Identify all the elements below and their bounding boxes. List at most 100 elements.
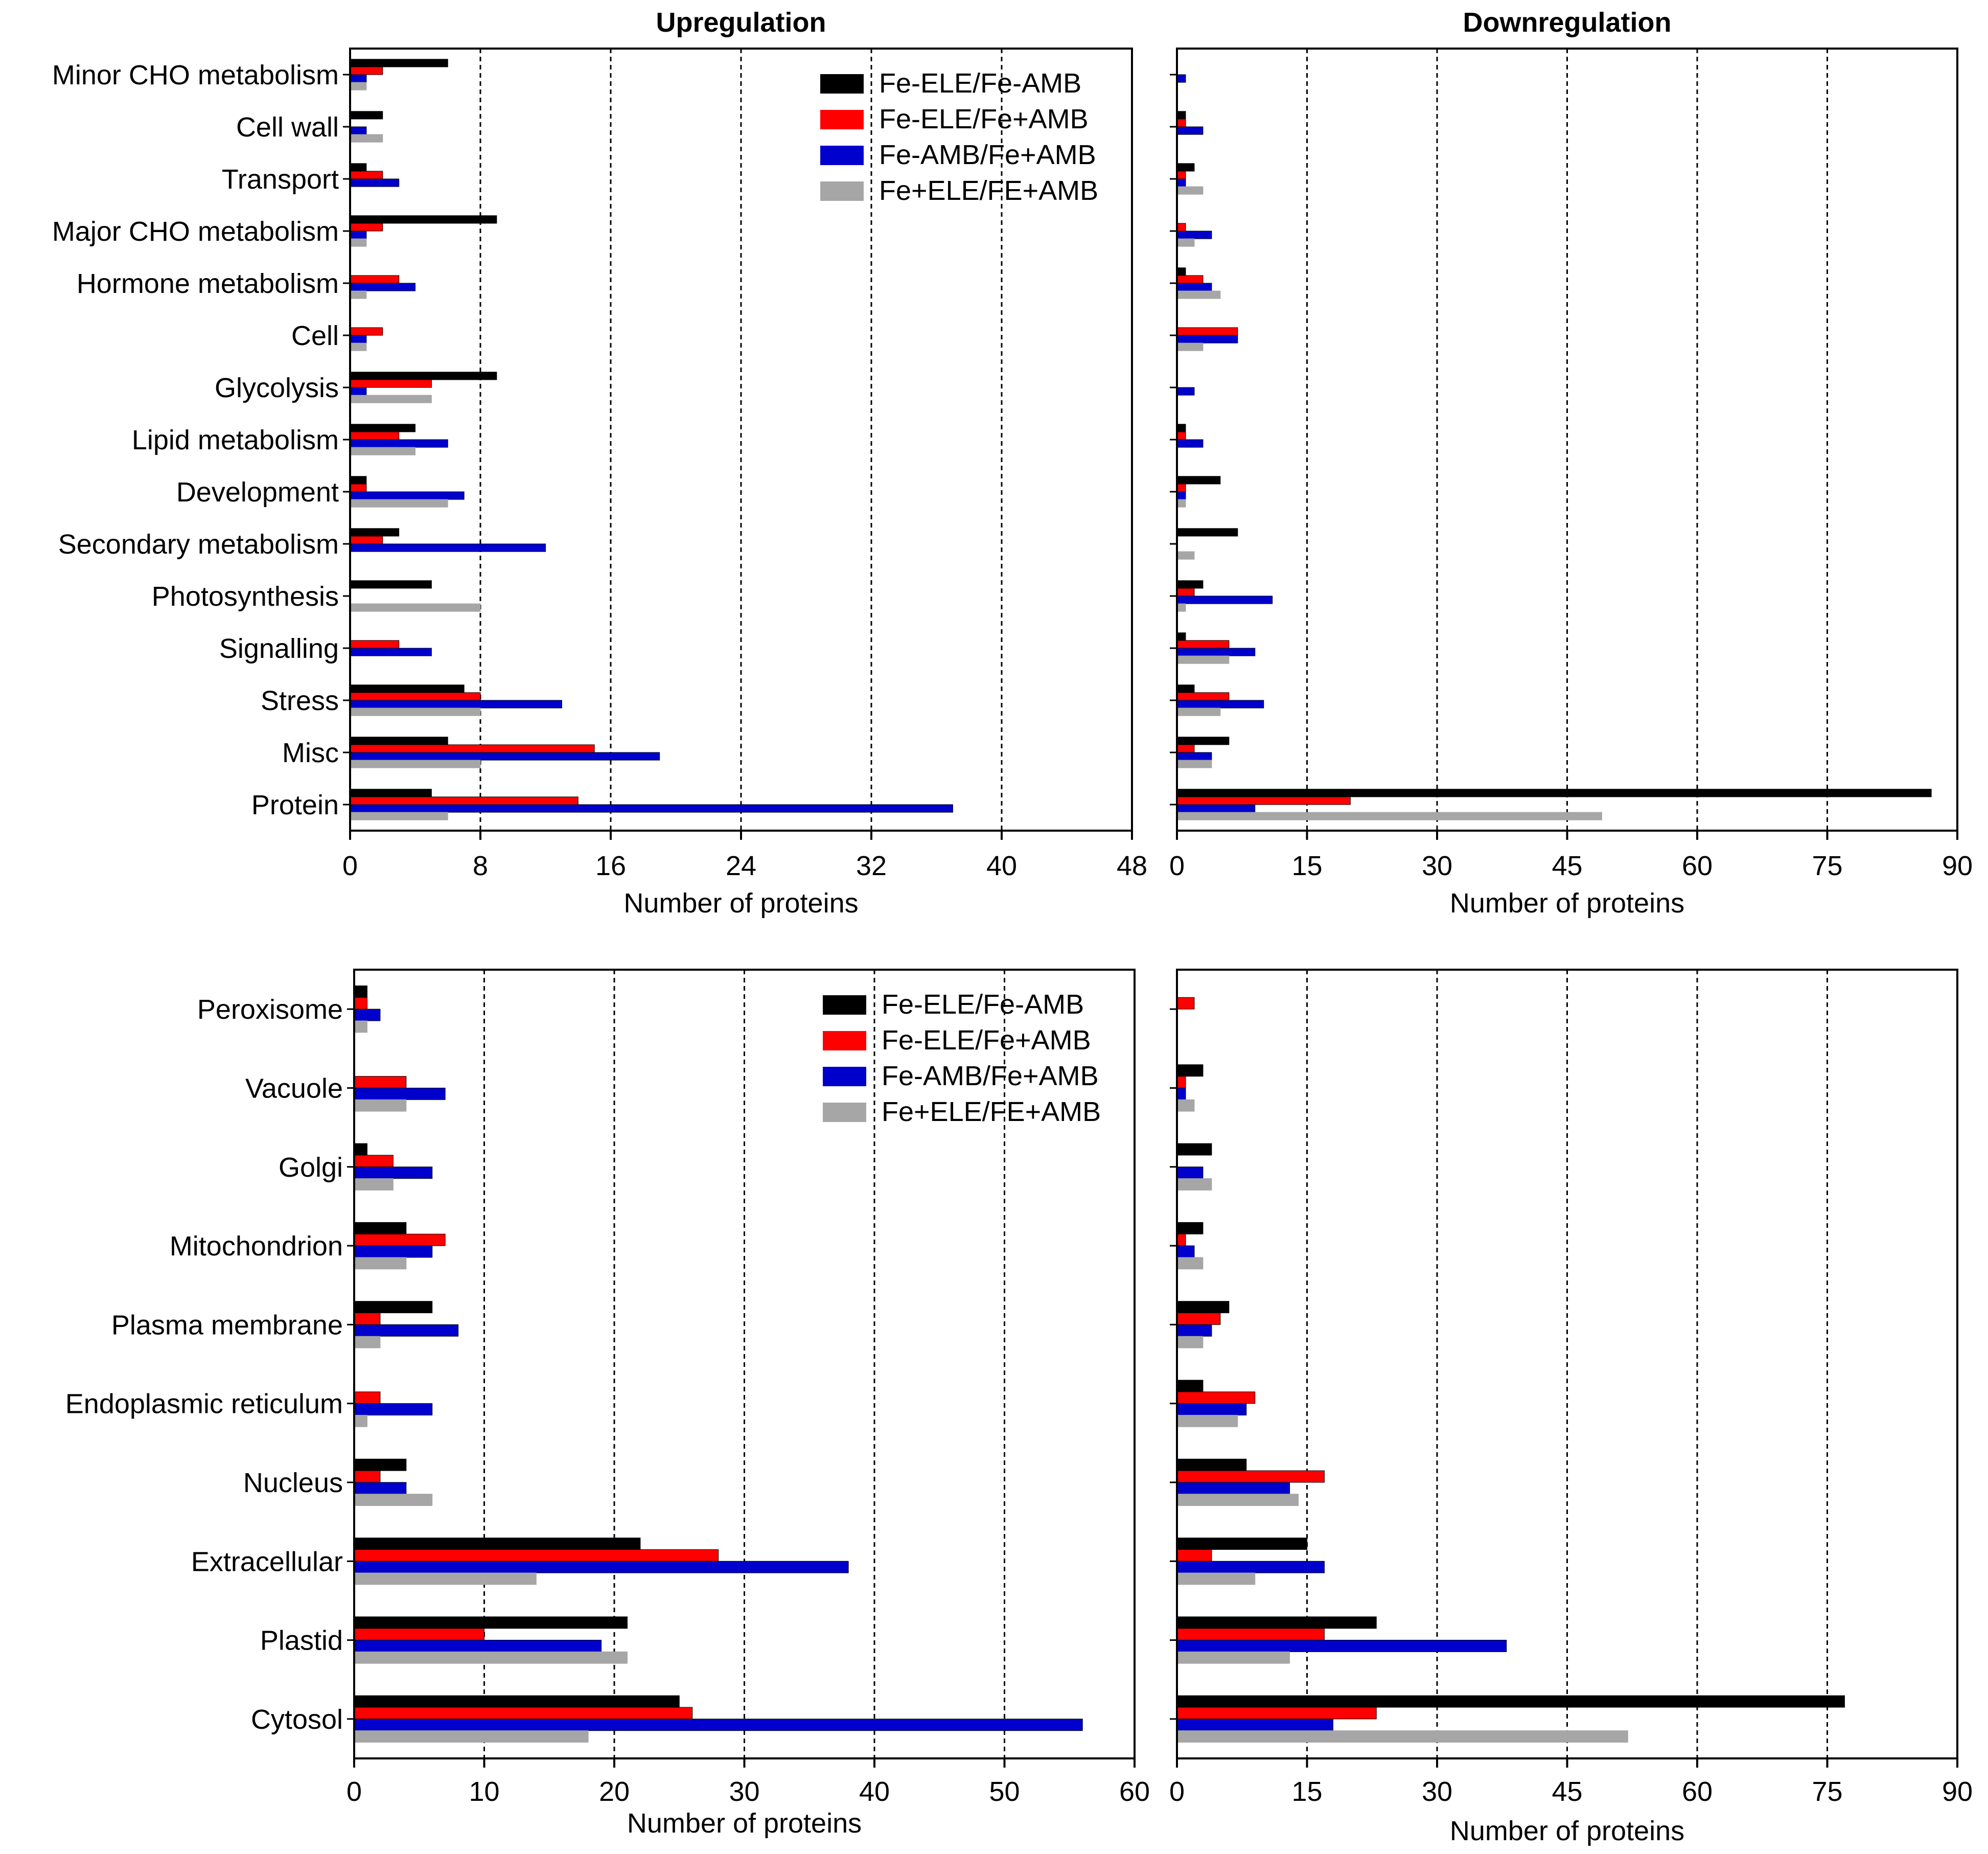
bar-loc-up-6-1 bbox=[354, 1470, 381, 1483]
x-tick-label: 48 bbox=[1117, 851, 1147, 881]
bar-func-down-8-2 bbox=[1176, 491, 1186, 500]
bar-loc-down-6-2 bbox=[1176, 1482, 1290, 1495]
bar-loc-down-5-3 bbox=[1176, 1414, 1238, 1427]
x-tick-label: 60 bbox=[1119, 1776, 1150, 1807]
bar-loc-up-3-2 bbox=[354, 1245, 433, 1258]
bar-func-down-4-1 bbox=[1176, 275, 1204, 284]
x-tick-label: 60 bbox=[1682, 851, 1713, 881]
bar-loc-down-8-1 bbox=[1176, 1628, 1325, 1641]
legend-swatch bbox=[820, 146, 864, 165]
bar-func-down-6-2 bbox=[1176, 387, 1195, 396]
category-label: Plastid bbox=[260, 1626, 343, 1656]
bar-func-up-1-0 bbox=[350, 111, 383, 120]
bar-loc-up-1-2 bbox=[354, 1087, 446, 1100]
x-tick-label: 10 bbox=[469, 1776, 499, 1807]
bar-loc-down-6-0 bbox=[1176, 1458, 1247, 1471]
bar-func-up-14-0 bbox=[350, 789, 432, 797]
bar-loc-down-0-1 bbox=[1176, 997, 1195, 1010]
x-tick-label: 75 bbox=[1812, 1776, 1842, 1807]
x-tick-label: 16 bbox=[595, 851, 626, 881]
bar-func-down-3-1 bbox=[1176, 223, 1186, 232]
bar-func-down-14-2 bbox=[1176, 804, 1256, 813]
bar-func-down-7-1 bbox=[1176, 431, 1186, 440]
bar-func-down-5-1 bbox=[1176, 327, 1238, 336]
x-axis-label: Number of proteins bbox=[627, 1808, 862, 1839]
bar-func-down-11-1 bbox=[1176, 640, 1230, 649]
bar-func-down-12-2 bbox=[1176, 700, 1264, 708]
x-axis-label: Number of proteins bbox=[1450, 1816, 1684, 1846]
bar-func-up-4-1 bbox=[350, 275, 400, 284]
bar-func-up-14-2 bbox=[350, 804, 953, 813]
bar-func-down-8-3 bbox=[1176, 499, 1186, 508]
bar-loc-up-8-2 bbox=[354, 1640, 602, 1652]
bar-func-down-2-3 bbox=[1176, 186, 1204, 195]
bar-func-up-4-2 bbox=[350, 283, 415, 291]
x-tick-label: 30 bbox=[1422, 1776, 1452, 1807]
x-tick-label: 32 bbox=[856, 851, 887, 881]
bar-func-down-14-0 bbox=[1176, 789, 1932, 797]
category-label: Cell wall bbox=[236, 112, 339, 143]
bar-func-up-13-3 bbox=[350, 760, 481, 768]
category-label: Golgi bbox=[279, 1152, 343, 1183]
x-axis-label: Number of proteins bbox=[623, 888, 858, 919]
bar-func-up-7-2 bbox=[350, 439, 448, 448]
bar-loc-down-4-1 bbox=[1176, 1313, 1221, 1325]
legend-label: Fe-ELE/Fe+AMB bbox=[882, 1025, 1091, 1056]
category-label: Peroxisome bbox=[197, 994, 343, 1025]
legend-swatch bbox=[820, 181, 864, 201]
category-label: Stress bbox=[261, 685, 339, 716]
bar-func-up-6-3 bbox=[350, 395, 432, 403]
bar-func-down-3-3 bbox=[1176, 238, 1195, 247]
panel-func-up: Minor CHO metabolism Cell wall Transport Ma… bbox=[52, 7, 1147, 919]
bar-loc-down-5-0 bbox=[1176, 1380, 1204, 1392]
category-label: Secondary metabolism bbox=[58, 529, 339, 560]
bar-func-down-5-3 bbox=[1176, 342, 1204, 351]
x-tick-label: 45 bbox=[1552, 851, 1582, 881]
legend-swatch bbox=[820, 110, 864, 129]
panel-loc-down: 0 15 30 45 60 75 90 Number of proteins bbox=[1169, 969, 1973, 1846]
x-tick-label: 30 bbox=[1422, 851, 1452, 881]
category-label: Cytosol bbox=[251, 1704, 343, 1735]
legend-swatch bbox=[823, 1031, 866, 1050]
x-tick-label: 0 bbox=[1169, 1776, 1185, 1807]
bar-func-up-13-2 bbox=[350, 752, 660, 761]
bar-loc-up-7-2 bbox=[354, 1561, 849, 1573]
bar-loc-up-2-1 bbox=[354, 1155, 394, 1168]
bar-func-down-9-0 bbox=[1176, 528, 1238, 537]
bar-loc-up-9-0 bbox=[354, 1695, 680, 1708]
bar-func-up-9-1 bbox=[350, 536, 383, 544]
bar-func-up-10-0 bbox=[350, 580, 432, 589]
bar-func-up-13-1 bbox=[350, 744, 595, 753]
bar-loc-up-3-3 bbox=[354, 1257, 407, 1270]
x-axis-label: Number of proteins bbox=[1450, 888, 1684, 919]
bar-loc-down-2-2 bbox=[1176, 1166, 1204, 1179]
bar-loc-up-2-0 bbox=[354, 1143, 367, 1156]
bar-loc-up-6-3 bbox=[354, 1494, 433, 1506]
bar-func-up-0-2 bbox=[350, 74, 367, 83]
category-label: Misc bbox=[282, 738, 339, 768]
legend-label: Fe-AMB/Fe+AMB bbox=[879, 140, 1096, 170]
bar-func-up-3-3 bbox=[350, 238, 367, 247]
bar-loc-up-8-0 bbox=[354, 1616, 628, 1629]
bar-loc-up-2-3 bbox=[354, 1178, 394, 1191]
category-label: Endoplasmic reticulum bbox=[65, 1389, 343, 1420]
x-tick-label: 40 bbox=[859, 1776, 890, 1807]
legend-label: Fe-ELE/Fe-AMB bbox=[882, 989, 1084, 1020]
bar-func-down-11-0 bbox=[1176, 632, 1186, 641]
bar-func-down-7-0 bbox=[1176, 424, 1186, 432]
category-label: Extracellular bbox=[191, 1546, 343, 1577]
bar-loc-up-7-1 bbox=[354, 1549, 719, 1562]
bar-loc-up-4-0 bbox=[354, 1301, 433, 1314]
bar-loc-down-3-1 bbox=[1176, 1233, 1186, 1246]
bar-loc-down-9-0 bbox=[1176, 1695, 1845, 1708]
x-tick-label: 24 bbox=[726, 851, 756, 881]
legend-label: Fe+ELE/FE+AMB bbox=[879, 175, 1098, 206]
bar-loc-down-7-2 bbox=[1176, 1561, 1325, 1573]
bar-func-down-10-0 bbox=[1176, 580, 1204, 589]
bar-loc-up-7-0 bbox=[354, 1538, 641, 1550]
legend-label: Fe+ELE/FE+AMB bbox=[882, 1096, 1101, 1127]
panel-loc-up: Peroxisome Vacuole Golgi Mitochondrion Plasm… bbox=[65, 969, 1150, 1839]
x-tick-label: 15 bbox=[1291, 1776, 1322, 1807]
x-tick-label: 20 bbox=[599, 1776, 630, 1807]
